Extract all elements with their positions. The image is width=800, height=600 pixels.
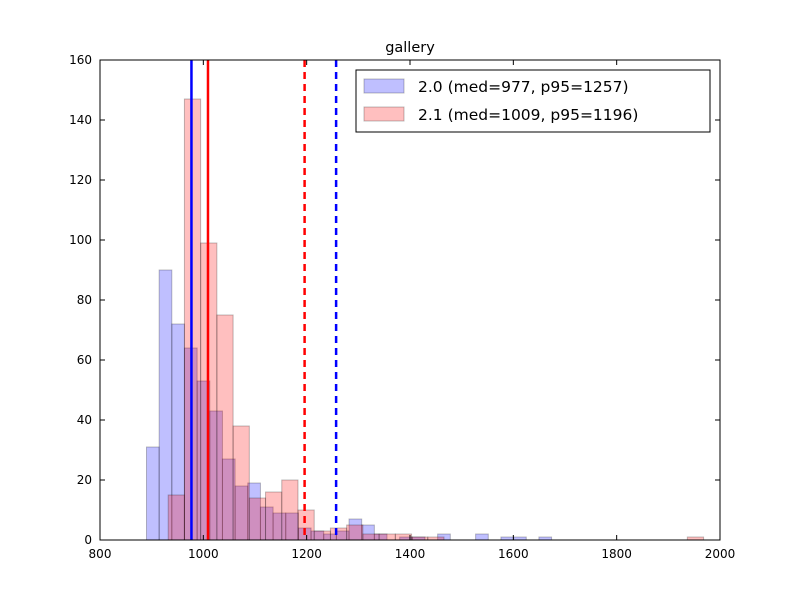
- histogram-bar: [329, 527, 348, 541]
- y-tick-label: 60: [77, 353, 92, 367]
- histogram-bar: [216, 314, 234, 541]
- x-tick-label: 2000: [705, 547, 736, 561]
- x-tick-label: 800: [89, 547, 112, 561]
- legend-box: [355, 69, 711, 133]
- y-tick-label: 20: [77, 473, 92, 487]
- histogram-bar: [362, 533, 380, 541]
- y-tick-label: 120: [69, 173, 92, 187]
- x-tick-label: 1600: [498, 547, 529, 561]
- histogram-bar: [167, 494, 185, 541]
- x-tick-label: 1800: [601, 547, 632, 561]
- legend-swatch: [363, 106, 405, 122]
- histogram-bar: [297, 509, 315, 541]
- legend-swatch: [363, 78, 405, 94]
- series-1-bars: [146, 269, 553, 541]
- y-tick-label: 40: [77, 413, 92, 427]
- x-tick-label: 1000: [188, 547, 219, 561]
- histogram-bar: [265, 491, 283, 541]
- legend-label: 2.0 (med=977, p95=1257): [418, 78, 629, 96]
- axes-layer: 800 1000 1200 1400 1600 1800 2000 0 20 40 60 80 100 1…: [69, 53, 735, 561]
- y-tick-label: 100: [69, 233, 92, 247]
- histogram-bar: [248, 497, 267, 541]
- histogram-bar: [281, 479, 299, 541]
- bars-layer: [146, 98, 705, 541]
- x-tick-label: 1200: [291, 547, 322, 561]
- histogram-bar: [232, 425, 250, 541]
- y-tick-label: 160: [69, 53, 92, 67]
- legend: 2.0 (med=977, p95=1257) 2.1 (med=1009, p9…: [355, 69, 711, 133]
- histogram-bar: [146, 446, 160, 541]
- y-tick-label: 0: [84, 533, 92, 547]
- histogram-bar: [313, 530, 331, 541]
- chart-title: gallery: [385, 40, 435, 56]
- legend-label: 2.1 (med=1009, p95=1196): [418, 106, 638, 124]
- histogram-bar: [475, 533, 489, 541]
- histogram-bar: [394, 533, 413, 541]
- x-tick-label: 1400: [395, 547, 426, 561]
- histogram-bar: [378, 533, 396, 541]
- y-tick-label: 140: [69, 113, 92, 127]
- reference-lines-layer: [190, 60, 338, 540]
- series-2-bars: [167, 98, 705, 541]
- histogram-bar: [346, 524, 364, 541]
- y-tick-label: 80: [77, 293, 92, 307]
